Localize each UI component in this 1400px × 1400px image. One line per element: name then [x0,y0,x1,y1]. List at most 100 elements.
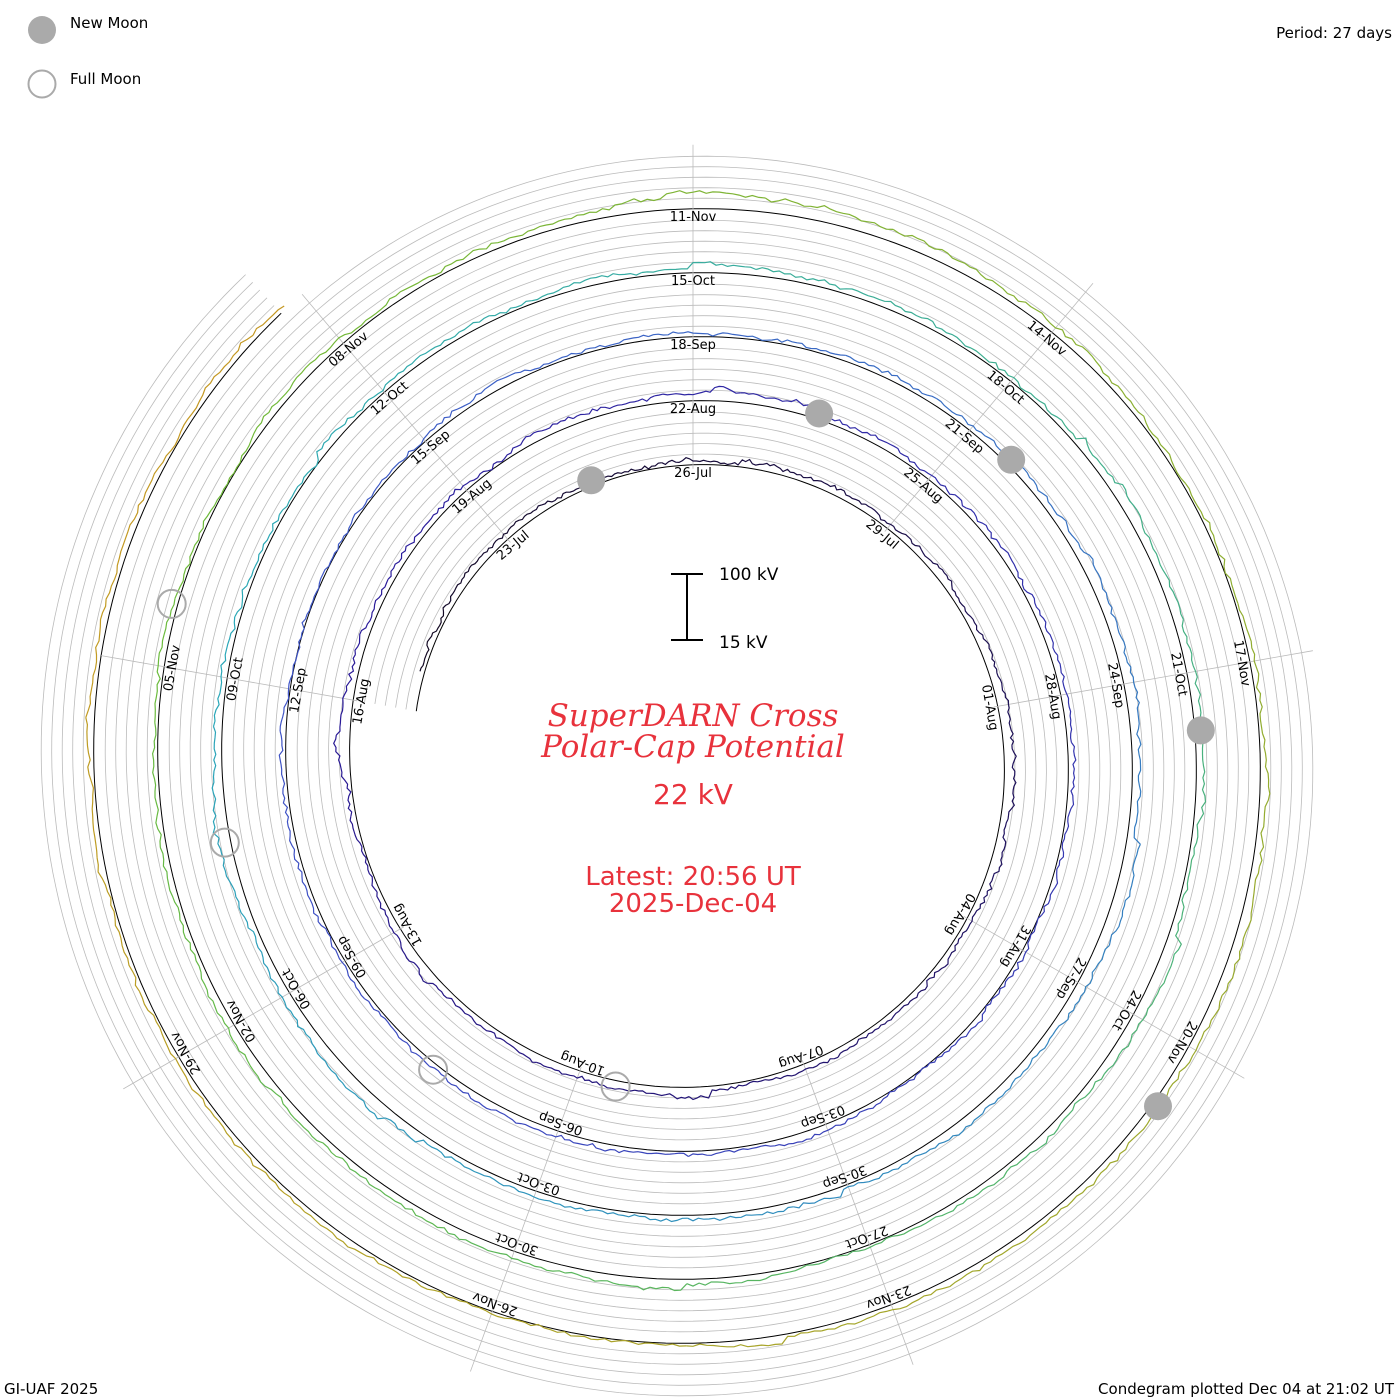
potential-trace-segment [96,857,140,992]
potential-trace-segment [170,334,254,451]
potential-trace-segment [1007,745,1017,820]
date-label: 19-Aug [450,476,495,517]
potential-trace-segment [806,1225,921,1266]
potential-trace-segment [1184,482,1239,604]
potential-trace-segment [300,549,339,638]
full-moon-marker [156,588,187,619]
potential-trace-segment [764,1056,839,1081]
potential-trace-segment [442,555,482,613]
current-value: 22 kV [653,778,733,811]
footer-credit: GI-UAF 2025 [4,1380,99,1398]
potential-trace-segment [581,1207,688,1223]
potential-trace-segment [565,1271,688,1292]
potential-trace-segment [429,1065,509,1118]
potential-trace-segment [1061,419,1138,511]
date-label: 07-Aug [776,1041,825,1071]
potential-trace-segment [349,816,378,893]
potential-trace-segment [1017,576,1059,656]
date-label: 23-Jul [494,528,532,564]
potential-trace-segment [85,717,98,858]
date-label: 14-Nov [1024,318,1070,360]
latest-time: Latest: 20:56 UT [585,862,801,892]
radial-spoke [1074,979,1134,1015]
radial-spoke [470,1307,495,1372]
date-label: 29-Nov [168,1028,204,1076]
date-label: 15-Sep [409,427,454,468]
radial-spoke [925,430,970,483]
potential-trace-segment [481,510,534,557]
date-label: 21-Oct [1167,651,1189,697]
potential-trace-segment [387,512,438,580]
radial-spoke [425,440,470,494]
potential-trace-segment [335,654,356,736]
radial-spoke [889,1300,914,1365]
radial-spoke [535,1127,560,1192]
chart-title-line1: SuperDARN Cross [548,698,839,734]
radial-spoke [123,1054,183,1090]
potential-trace-segment [686,1264,807,1287]
new-moon-marker [577,466,606,495]
potential-trace-segment [1221,866,1260,996]
potential-trace-segment [309,1037,386,1120]
center-text: SuperDARN Cross Polar-Cap Potential 22 k… [540,698,845,919]
potential-trace-segment [949,1208,1062,1288]
gridline-spiral [61,176,1293,1376]
potential-trace-segment [531,271,643,302]
radial-spoke [993,694,1061,708]
potential-trace-segment [287,826,319,917]
potential-trace-segment [159,847,200,967]
potential-trace-segment [648,331,748,338]
date-label: 30-Sep [821,1162,869,1192]
potential-trace-segment [346,1162,449,1234]
potential-trace-segment [688,1079,766,1101]
potential-trace-segment [550,1329,687,1347]
radial-spoke [801,1060,826,1125]
potential-trace-segment [509,198,635,239]
potential-trace-segment [687,1206,794,1222]
potential-trace-segment [354,578,389,655]
potential-trace-segment [633,190,766,203]
potential-trace-segment [572,395,655,420]
potential-trace-segment [212,616,236,727]
potential-trace-segment [996,672,1015,746]
potential-trace-segment [865,503,922,550]
potential-trace-segment [85,579,116,718]
potential-trace-segment [317,916,365,1000]
radial-spoke [823,1120,848,1185]
radial-spoke [178,1022,238,1058]
radial-spoke [1245,650,1313,663]
potential-trace-segment [278,730,290,827]
potential-trace-segment [217,837,257,943]
potential-trace-segment [654,385,741,397]
potential-trace-segment [471,1017,537,1063]
gridline-spiral [51,166,1303,1386]
radial-spoke [1048,283,1094,336]
date-label: 27-Oct [843,1222,890,1251]
radial-spoke [1185,1043,1245,1079]
radial-spoke [342,342,388,396]
date-label: 11-Nov [670,210,717,225]
date-label: 12-Oct [368,379,411,419]
new-moon-marker [1144,1092,1172,1121]
potential-trace-segment [479,1172,582,1210]
radial-spoke [1056,683,1124,697]
potential-trace-segment [255,942,311,1039]
potential-trace-segment [920,1160,1022,1227]
potential-trace-segment [419,611,445,672]
potential-trace-segment [257,1075,348,1164]
full-moon-legend-icon [27,69,57,99]
potential-trace-segment [920,549,966,608]
potential-trace-segment [867,295,972,349]
potential-trace-segment [898,955,951,1012]
scale-bar: 100 kV 15 kV [671,565,779,653]
potential-trace-segment [688,1144,780,1158]
chart-title-line2: Polar-Cap Potential [540,729,845,765]
potential-trace-segment [892,228,1009,295]
full-moon-legend-label: Full Moon [70,70,142,88]
date-label: 16-Aug [350,677,373,725]
potential-trace-segment [845,354,937,400]
date-label: 09-Oct [224,656,246,702]
potential-trace-segment [209,1110,306,1213]
full-moon-marker [209,827,240,858]
potential-trace-segment [436,461,502,514]
